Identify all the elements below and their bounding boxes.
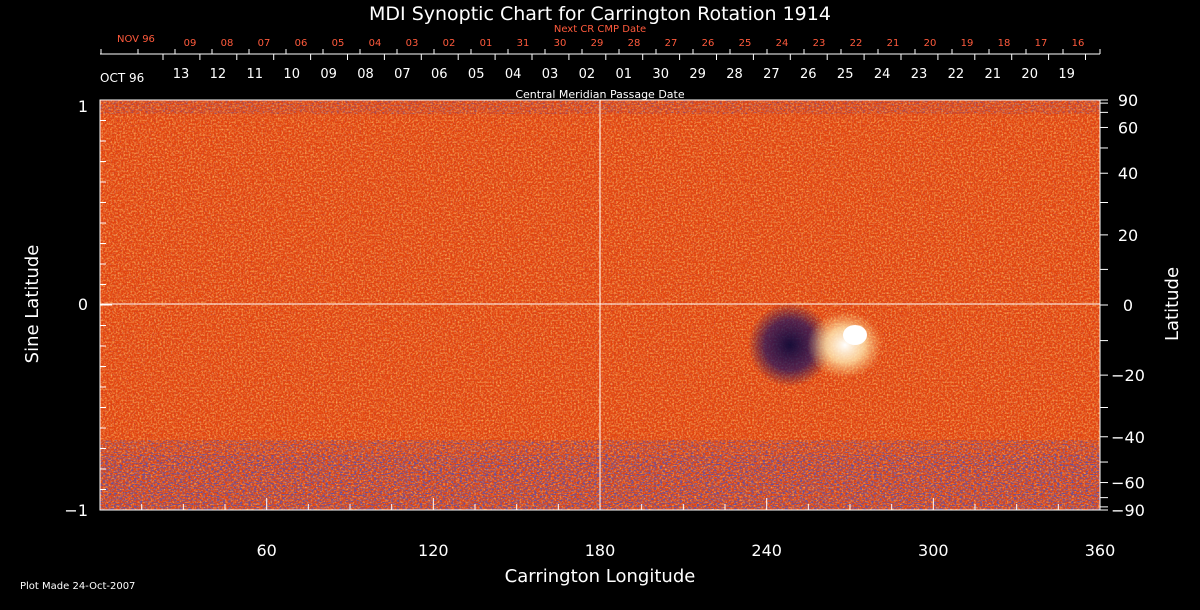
next-cr-day-label: 24 [776,38,789,49]
cmp-date-axis: OCT 96 13 12 11 10 09 08 07 06 05 04 03 02 01 30 29 28 2… [100,54,1086,101]
next-cr-day-label: 25 [739,38,752,49]
left-axis: 1 0 −1 Sine Latitude [22,97,112,520]
cmp-day-label: 19 [1058,67,1075,82]
cmp-day-label: 27 [763,67,780,82]
lat-tick-label: −20 [1111,366,1145,385]
y-axis-label-left: Sine Latitude [22,245,43,364]
next-cr-day-label: 02 [443,38,456,49]
right-axis: 90 60 40 20 0 −20 −40 −60 −90 Latitude [1100,91,1183,520]
next-cr-day-label: 30 [554,38,567,49]
x-tick-label: 60 [256,541,276,560]
next-cr-day-label: 20 [924,38,937,49]
next-cr-day-label: 19 [961,38,974,49]
next-cr-day-label: 07 [258,38,271,49]
cmp-axis-title: Central Meridian Passage Date [515,88,684,101]
lat-tick-label: 20 [1118,226,1138,245]
chart-title: MDI Synoptic Chart for Carrington Rotati… [369,3,831,25]
next-cr-day-label: 23 [813,38,826,49]
cmp-day-label: 09 [320,67,337,82]
cmp-day-label: 30 [652,67,669,82]
x-tick-label: 360 [1085,541,1116,560]
cmp-day-label: 07 [394,67,411,82]
next-cr-day-label: 05 [332,38,345,49]
active-region-positive [807,311,883,379]
next-cr-day-label: 06 [295,38,308,49]
next-cr-day-label: 09 [184,38,197,49]
next-cr-month-label: NOV 96 [117,34,155,45]
next-cr-day-label: 28 [628,38,641,49]
x-tick-label: 120 [418,541,449,560]
cmp-day-label: 28 [726,67,743,82]
lat-tick-label: 60 [1118,118,1138,137]
lat-tick-label: 0 [1123,296,1133,315]
cmp-day-label: 11 [247,67,264,82]
x-tick-label: 180 [585,541,616,560]
active-region-negative [748,303,832,387]
y-tick-0: 0 [78,295,88,314]
next-cr-day-label: 21 [887,38,900,49]
y-axis-label-right: Latitude [1162,267,1183,341]
next-cr-day-label: 29 [591,38,604,49]
cmp-day-label: 03 [542,67,559,82]
next-cr-day-label: 27 [665,38,678,49]
x-tick-label: 240 [751,541,782,560]
lat-tick-label: −40 [1111,428,1145,447]
plot-footer: Plot Made 24-Oct-2007 [20,581,135,592]
lat-tick-label: 90 [1118,91,1138,110]
cmp-day-label: 24 [874,67,891,82]
cmp-day-label: 20 [1021,67,1038,82]
next-cr-day-label: 01 [480,38,493,49]
next-cr-day-label: 31 [517,38,530,49]
next-cr-day-label: 04 [369,38,382,49]
cmp-day-label: 01 [616,67,633,82]
next-cr-axis-title: Next CR CMP Date [554,24,646,35]
cmp-day-label: 13 [173,67,190,82]
cmp-day-label: 06 [431,67,448,82]
cmp-day-label: 04 [505,67,522,82]
top-axis-next-cr: Next CR CMP Date NOV 96 09 08 07 06 05 04 03 02… [100,24,1101,55]
next-cr-day-label: 08 [221,38,234,49]
cmp-day-label: 12 [210,67,227,82]
y-tick-1: 1 [78,97,88,116]
x-tick-label: 300 [918,541,949,560]
cmp-day-label: 10 [283,67,300,82]
cmp-day-label: 22 [948,67,965,82]
cmp-day-label: 02 [579,67,596,82]
next-cr-day-label: 17 [1035,38,1048,49]
lat-tick-label: 40 [1118,164,1138,183]
next-cr-day-label: 26 [702,38,715,49]
cmp-day-label: 29 [689,67,706,82]
cmp-day-label: 08 [357,67,374,82]
next-cr-day-label: 22 [850,38,863,49]
lat-tick-label: −90 [1111,501,1145,520]
cmp-day-label: 25 [837,67,854,82]
cmp-day-label: 21 [985,67,1002,82]
next-cr-day-label: 18 [998,38,1011,49]
cmp-day-label: 26 [800,67,817,82]
x-axis-label: Carrington Longitude [505,566,696,587]
cmp-day-label: 23 [911,67,928,82]
y-tick-neg1: −1 [64,501,88,520]
cmp-month-label: OCT 96 [100,71,144,85]
next-cr-day-label: 03 [406,38,419,49]
bottom-axis: 60 120 180 240 300 360 Carrington Longitude [99,498,1116,587]
cmp-day-label: 05 [468,67,485,82]
next-cr-day-label: 16 [1072,38,1085,49]
lat-tick-label: −60 [1111,474,1145,493]
